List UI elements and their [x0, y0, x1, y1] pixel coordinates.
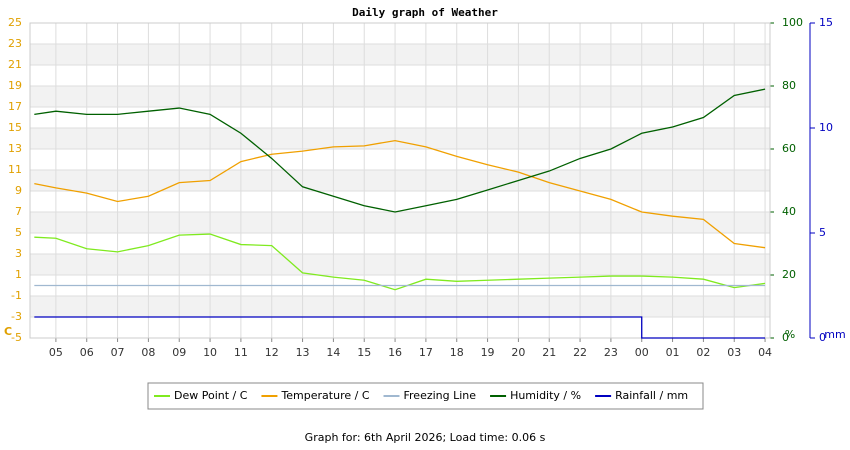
x-tick-label: 16: [388, 346, 402, 359]
y2-tick-label: 20: [782, 268, 796, 281]
y3-axis-label: mm: [824, 328, 845, 341]
series-line: [34, 88, 766, 213]
y-tick-label: 21: [8, 58, 22, 71]
chart-title: Daily graph of Weather: [352, 6, 498, 19]
x-tick-label: 08: [141, 346, 155, 359]
x-tick-label: 14: [326, 346, 340, 359]
plot-background: [30, 44, 770, 317]
grid-band: [30, 128, 770, 149]
x-tick-label: 21: [542, 346, 556, 359]
y2-tick-label: 40: [782, 205, 796, 218]
y2-tick-label: 0: [782, 331, 789, 344]
grid-band: [30, 44, 770, 65]
series-line: [34, 139, 766, 249]
grid-band: [30, 170, 770, 191]
y-tick-label: 15: [8, 121, 22, 134]
x-tick-label: 04: [758, 346, 772, 359]
y-tick-label: 5: [15, 226, 22, 239]
x-tick-label: 07: [111, 346, 125, 359]
y-tick-label: 19: [8, 79, 22, 92]
x-tick-label: 06: [80, 346, 94, 359]
legend-label: Freezing Line: [404, 389, 477, 402]
y-tick-label: 17: [8, 100, 22, 113]
y2-tick-label: 100: [782, 16, 803, 29]
legend-label: Rainfall / mm: [615, 389, 688, 402]
y-tick-label: -1: [11, 289, 22, 302]
x-tick-label: 18: [450, 346, 464, 359]
y2-axis-label: %: [785, 328, 795, 341]
y-tick-label: 3: [15, 247, 22, 260]
grid-band: [30, 254, 770, 275]
x-tick-label: 23: [604, 346, 618, 359]
y-tick-label: 23: [8, 37, 22, 50]
y2-tick-label: 80: [782, 79, 796, 92]
y-tick-label: 7: [15, 205, 22, 218]
y3-tick-label: 5: [819, 226, 826, 239]
y3-tick-label: 0: [819, 331, 826, 344]
grid-band: [30, 296, 770, 317]
x-tick-label: 17: [419, 346, 433, 359]
x-tick-label: 19: [481, 346, 495, 359]
y-tick-label: 11: [8, 163, 22, 176]
series-line: [34, 316, 766, 339]
y3-tick-label: 15: [819, 16, 833, 29]
x-tick-label: 09: [172, 346, 186, 359]
legend: Dew Point / C Temperature / C Freezing Lin…: [147, 382, 704, 410]
y-axis-label: C: [4, 325, 12, 338]
x-tick-label: 22: [573, 346, 587, 359]
y-tick-label: -3: [11, 310, 22, 323]
x-tick-label: 15: [357, 346, 371, 359]
legend-label: Humidity / %: [510, 389, 581, 402]
y3-tick-label: 10: [819, 121, 833, 134]
legend-label: Temperature / C: [280, 389, 369, 402]
x-tick-label: 11: [234, 346, 248, 359]
footer: Graph for: 6th April 2026; Load time: 0.…: [305, 431, 546, 444]
x-tick-label: 05: [49, 346, 63, 359]
x-tick-label: 03: [727, 346, 741, 359]
legend-label: Dew Point / C: [174, 389, 248, 402]
x-tick-label: 01: [666, 346, 680, 359]
plot-frame: [29, 22, 771, 339]
y-tick-label: 9: [15, 184, 22, 197]
y-tick-label: 1: [15, 268, 22, 281]
y-tick-label: 13: [8, 142, 22, 155]
series-line: [34, 233, 766, 291]
y-tick-label: 25: [8, 16, 22, 29]
x-tick-label: 13: [296, 346, 310, 359]
x-tick-label: 02: [696, 346, 710, 359]
x-tick-label: 20: [511, 346, 525, 359]
y2-tick-label: 60: [782, 142, 796, 155]
grid-band: [30, 212, 770, 233]
y-tick-label: -5: [11, 331, 22, 344]
x-tick-label: 00: [635, 346, 649, 359]
x-tick-label: 10: [203, 346, 217, 359]
grid-band: [30, 86, 770, 107]
x-tick-label: 12: [265, 346, 279, 359]
